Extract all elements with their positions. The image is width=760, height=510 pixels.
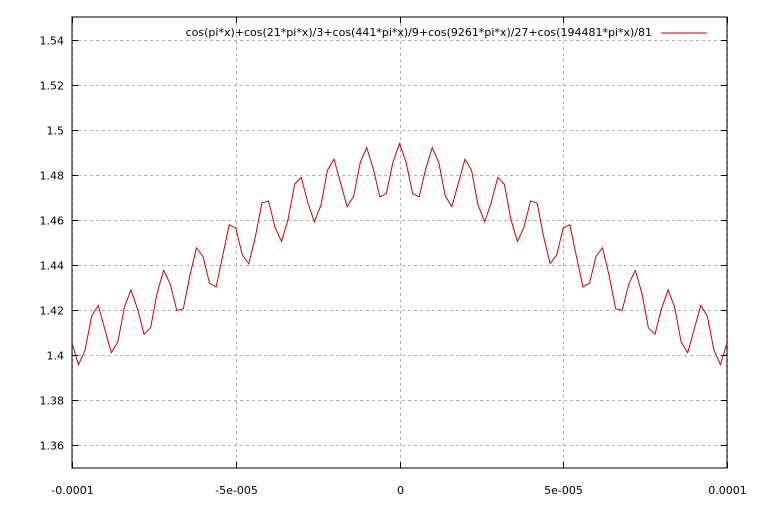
y-tick-label: 1.4 bbox=[47, 350, 65, 363]
plot-frame bbox=[71, 16, 728, 469]
x-tick-label: 0 bbox=[397, 484, 404, 497]
y-tick-label: 1.42 bbox=[40, 305, 65, 318]
y-tick-label: 1.48 bbox=[40, 170, 65, 183]
series-line-1 bbox=[71, 142, 728, 367]
x-tick-label: 5e-005 bbox=[544, 484, 583, 497]
grid bbox=[72, 17, 728, 468]
y-tick-label: 1.36 bbox=[40, 440, 65, 453]
legend-label-series-1: cos(pi*x)+cos(21*pi*x)/3+cos(441*pi*x)/9… bbox=[186, 26, 652, 39]
x-tick-label: 0.0001 bbox=[708, 484, 747, 497]
y-axis: 1.36 1.38 1.4 1.42 1.44 1.46 1.48 1.5 1.52 1.54 bbox=[40, 35, 727, 453]
legend: cos(pi*x)+cos(21*pi*x)/3+cos(441*pi*x)/9… bbox=[186, 26, 707, 39]
x-tick-label: -0.0001 bbox=[51, 484, 93, 497]
y-tick-label: 1.52 bbox=[40, 80, 65, 93]
y-tick-label: 1.5 bbox=[47, 125, 65, 138]
x-tick-label: -5e-005 bbox=[215, 484, 258, 497]
y-tick-label: 1.44 bbox=[40, 260, 65, 273]
y-tick-label: 1.46 bbox=[40, 215, 65, 228]
series-layer bbox=[71, 142, 728, 367]
x-axis: -0.0001 -5e-005 0 5e-005 0.0001 bbox=[51, 17, 747, 497]
y-tick-label: 1.38 bbox=[40, 395, 65, 408]
y-tick-label: 1.54 bbox=[40, 35, 65, 48]
